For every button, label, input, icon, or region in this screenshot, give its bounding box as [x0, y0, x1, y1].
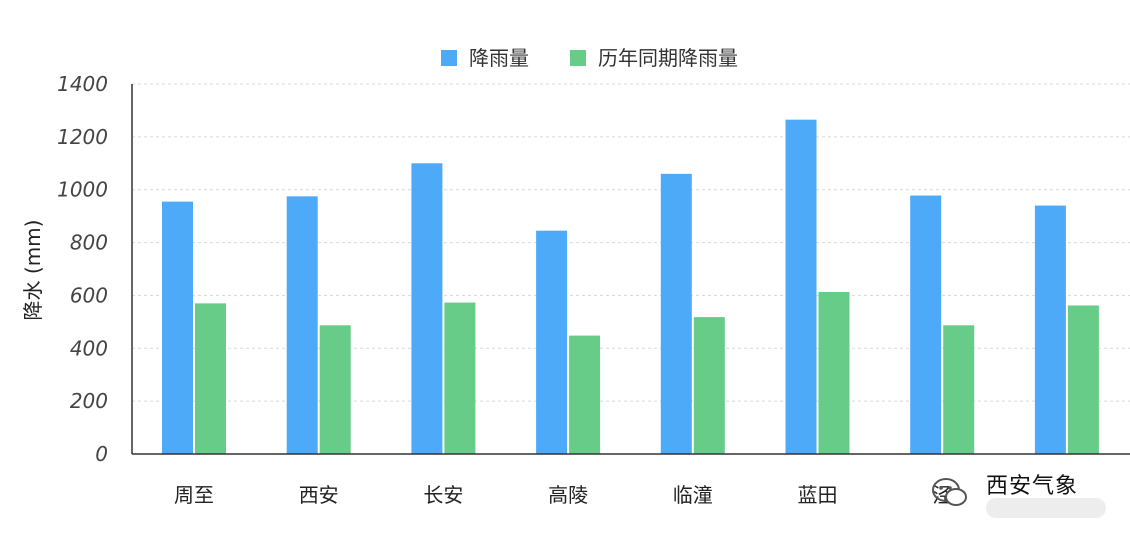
bar-normal-3: [569, 335, 601, 454]
y-axis-ticks: 0 200 400 600 800 1000 1200 1400: [57, 72, 108, 466]
x-tick-label-0: 周至: [174, 483, 214, 507]
watermark-text: 西安气象: [986, 474, 1079, 499]
x-tick-label-2: 长安: [423, 483, 463, 507]
x-tick-label-3: 高陵: [548, 483, 588, 507]
bar-normal-1: [319, 325, 351, 454]
y-tick-label-3: 600: [70, 283, 108, 307]
bar-rainfall-6: [910, 195, 942, 454]
wechat-icon: [932, 478, 967, 506]
legend-label-0: 降雨量: [469, 46, 529, 70]
bar-normal-5: [818, 291, 850, 454]
bar-rainfall-5: [785, 119, 817, 454]
gridlines: [132, 83, 1130, 402]
y-tick-label-6: 1200: [57, 125, 108, 149]
watermark: 西安气象: [930, 468, 1120, 524]
x-tick-label-5: 蓝田: [798, 483, 838, 507]
bar-normal-2: [444, 302, 476, 454]
x-axis: 周至 西安 长安 高陵 临潼 蓝田泾: [131, 84, 1130, 507]
watermark-subtext-blur: [986, 498, 1106, 518]
legend-label-1: 历年同期降雨量: [598, 46, 738, 70]
bar-normal-4: [693, 317, 725, 454]
bar-rainfall-4: [660, 173, 692, 454]
legend: 降雨量 历年同期降雨量: [441, 46, 738, 70]
x-tick-label-1: 西安: [299, 483, 339, 507]
y-tick-label-4: 800: [70, 231, 108, 255]
bar-rainfall-7: [1034, 205, 1066, 454]
y-tick-label-5: 1000: [57, 178, 108, 202]
bar-rainfall-2: [411, 163, 443, 455]
bar-normal-6: [943, 325, 975, 454]
bar-normal-0: [195, 303, 226, 454]
bar-rainfall-1: [286, 196, 318, 455]
y-axis-label: 降水 (mm): [21, 220, 45, 321]
bar-rainfall-0: [162, 201, 193, 454]
y-tick-label-0: 0: [95, 442, 108, 466]
y-tick-label-7: 1400: [57, 72, 108, 96]
bar-normal-7: [1067, 305, 1099, 454]
legend-swatch-0: [441, 50, 457, 66]
bar-rainfall-3: [536, 230, 568, 454]
x-tick-label-4: 临潼: [673, 483, 713, 507]
legend-swatch-1: [570, 50, 586, 66]
y-tick-label-2: 400: [70, 336, 108, 360]
bars: [162, 119, 1099, 455]
y-tick-label-1: 200: [70, 389, 108, 413]
